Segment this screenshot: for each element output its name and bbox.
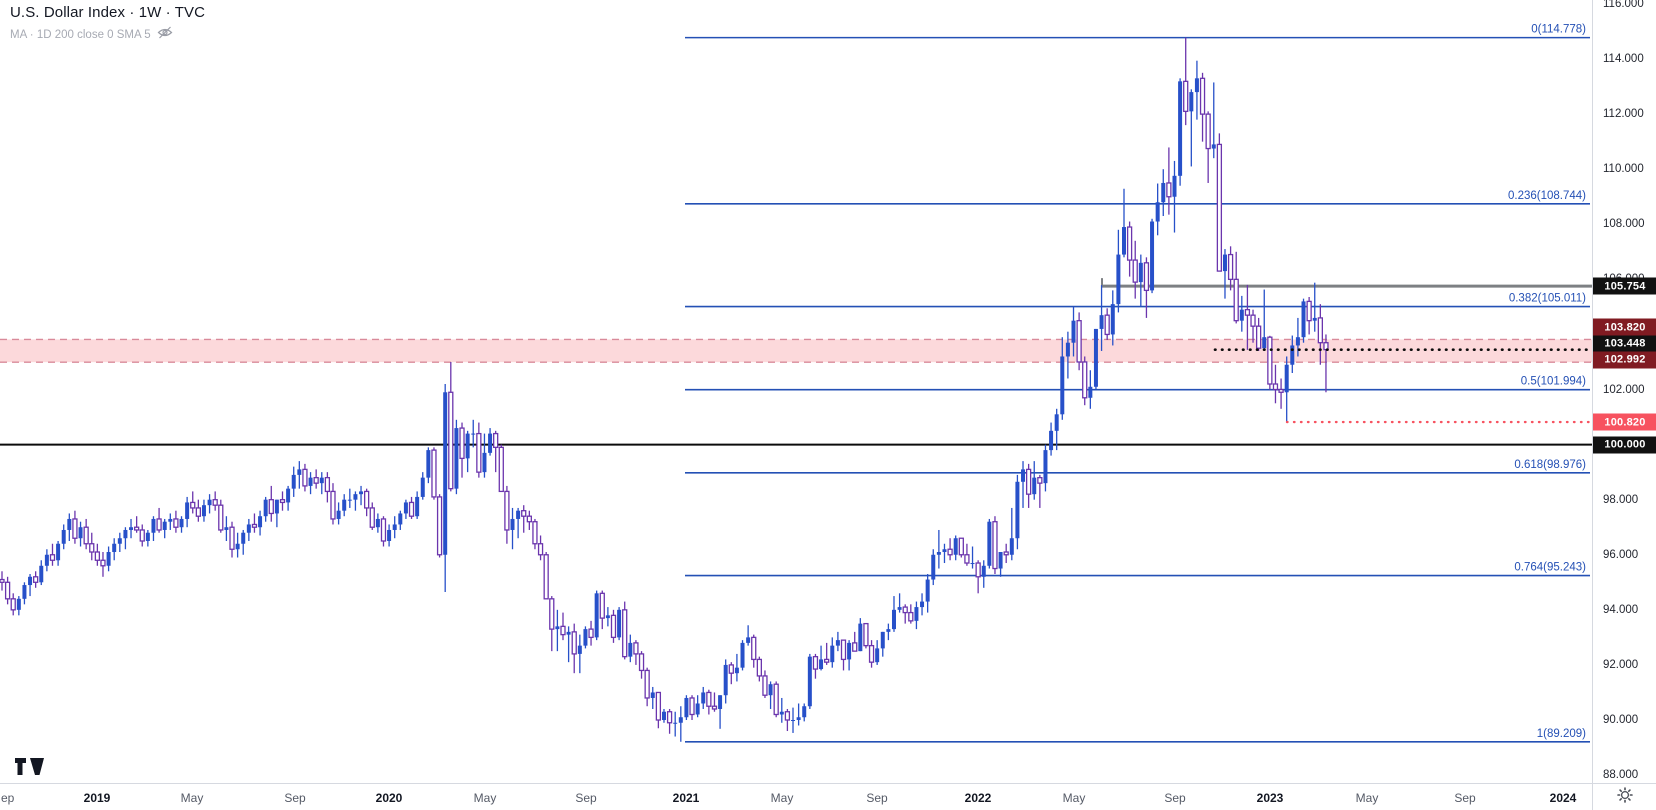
time-tick-label: 2020 [375,790,403,805]
fib-level-label: 0.618(98.976) [1514,459,1586,471]
time-tick-label: Sep [1454,790,1476,805]
time-tick-label: May [180,790,204,805]
chart-legend: U.S. Dollar Index · 1W · TVC MA · 1D 200… [10,4,205,44]
price-tick-label: 102.000 [1603,383,1645,396]
time-tick-label: ep [1,790,15,805]
symbol-title: U.S. Dollar Index · 1W · TVC [10,4,206,21]
time-tick-label: May [473,790,497,805]
price-tick-label: 114.000 [1603,53,1644,66]
time-tick-label: May [1062,790,1086,805]
eye-off-icon[interactable] [157,26,173,44]
fib-level-label: 0.382(105.011) [1509,293,1586,305]
time-tick-label: 2024 [1549,790,1577,805]
gear-icon[interactable] [1617,787,1633,808]
candles [0,37,1329,742]
price-tick-label: 112.000 [1603,108,1644,121]
price-line-badge: 103.820 [1593,318,1656,336]
indicator-label: MA · 1D 200 close 0 SMA 5 [10,29,151,41]
price-line-badge: 100.820 [1593,413,1656,431]
price-tick-label: 88.000 [1603,769,1639,782]
price-tick-label: 116.000 [1603,0,1644,10]
time-tick-label: Sep [575,790,597,805]
fib-level-label: 0.5(101.994) [1521,376,1586,388]
price-tick-label: 108.000 [1603,218,1645,231]
price-line-badge: 100.000 [1593,436,1656,454]
fib-level-label: 0(114.778) [1531,24,1586,36]
price-tick-label: 96.000 [1603,548,1639,561]
price-line-badge: 102.992 [1593,351,1656,368]
price-chart-pane[interactable]: 0(114.778) 0.236(108.744) 0.382(105.011) 0.… [0,0,1592,783]
time-tick-label: Sep [866,790,888,805]
fib-level-label: 0.764(95.243) [1514,562,1586,574]
price-axis[interactable]: 116.000114.000112.000110.000108.000106.0… [1592,0,1656,783]
resistance-band [0,339,1592,363]
time-tick-label: Sep [1164,790,1186,805]
price-tick-label: 94.000 [1603,603,1639,616]
time-tick-label: Sep [284,790,306,805]
price-tick-label: 90.000 [1603,714,1639,726]
price-tick-label: 92.000 [1603,658,1639,671]
price-line-badge: 105.754 [1593,277,1656,295]
time-axis[interactable]: ep 2019 May Sep 2020 May Sep 2021 May Sep 2022 May S… [0,783,1592,810]
fib-level-label: 1(89.209) [1537,728,1586,740]
time-tick-label: 2023 [1256,790,1284,805]
price-chart-canvas[interactable]: 0(114.778) 0.236(108.744) 0.382(105.011) 0.… [0,0,1592,783]
time-tick-label: May [1355,790,1379,805]
time-tick-label: May [770,790,794,805]
time-tick-label: 2021 [672,790,700,805]
tradingview-logo-icon[interactable] [14,756,44,782]
time-tick-label: 2019 [83,790,111,805]
price-tick-label: 98.000 [1603,493,1639,506]
axis-settings-corner[interactable] [1592,783,1656,810]
price-line-badge: 103.448 [1593,335,1656,352]
time-tick-label: 2022 [964,790,992,805]
price-tick-label: 110.000 [1603,163,1644,176]
fib-level-label: 0.236(108.744) [1508,190,1586,202]
